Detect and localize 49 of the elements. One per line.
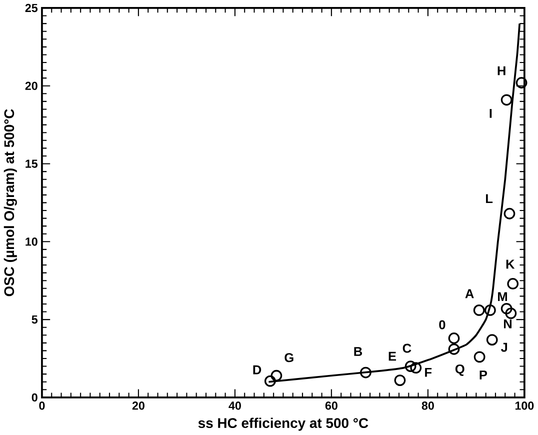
x-axis-title: ss HC efficiency at 500 °C [198,418,368,431]
y-tick-label: 0 [32,394,38,402]
point [394,374,406,386]
annotation: N [504,320,512,328]
point [448,332,460,344]
annotation: H [498,66,506,76]
y-tick-label: 25 [25,4,38,12]
point [404,360,416,372]
point [270,370,282,382]
point [504,208,516,220]
annotation: K [506,260,515,269]
x-tick-label: 20 [132,402,144,410]
point [264,376,276,387]
point [516,77,528,89]
y-tick-label: 10 [26,238,38,246]
x-tick-label: 80 [422,402,434,410]
point [500,94,512,106]
point [360,366,372,378]
x-tick-label: 60 [325,402,338,410]
point [507,278,519,290]
point [474,351,486,363]
annotation: B [354,347,362,356]
annotation: F [425,368,432,377]
y-tick-label: 20 [25,82,38,90]
annotation: E [388,352,396,361]
x-tick-label: 0 [39,402,45,410]
y-axis-title: OSC (µmol O/gram) at 500°C [4,109,17,296]
annotation: C [402,344,412,353]
point [410,362,422,374]
annotation: Q [455,364,464,376]
point [473,304,485,316]
annotation: A [465,289,474,298]
point [500,303,512,315]
x-tick-label: 40 [228,402,241,410]
annotation: D [253,366,262,374]
point [486,334,498,346]
annotation: M [498,292,507,302]
annotation: J [500,343,508,352]
point [484,304,496,316]
point [448,344,460,356]
point [505,308,517,320]
x-tick-label: 100 [515,402,534,410]
annotation: L [486,194,493,204]
y-tick-label: 5 [32,316,38,324]
annotation: P [480,370,488,380]
annotation: I [490,109,492,118]
annotation: G [284,353,294,362]
annotation: 0 [439,320,446,330]
y-tick-label: 15 [26,160,38,168]
